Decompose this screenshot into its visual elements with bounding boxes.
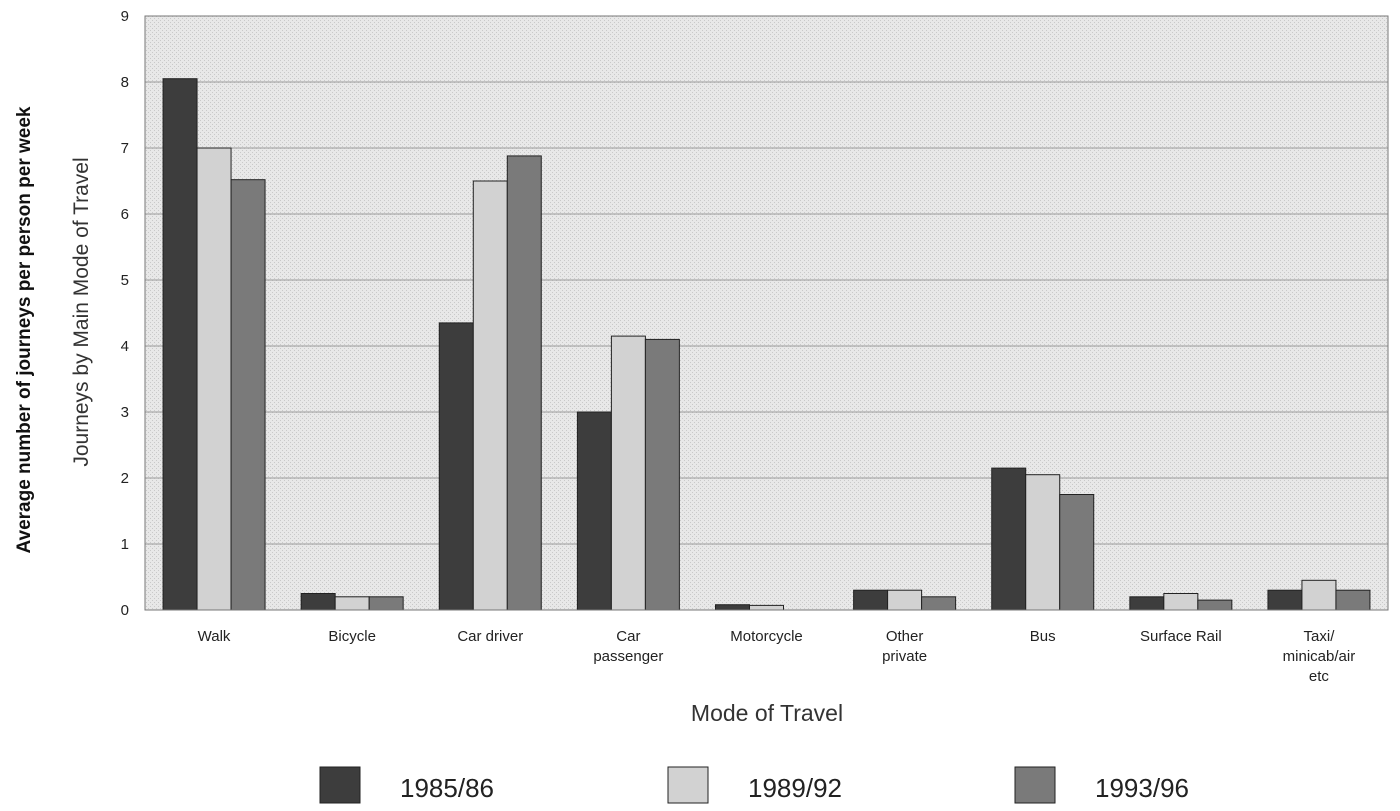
bar-6-series-1 (853, 589, 889, 611)
bar-5-series-1 (715, 604, 750, 611)
category-label: private (882, 648, 927, 665)
legend: 1985/86 1989/92 1993/96 (319, 766, 1189, 804)
bar-4-series-3 (644, 338, 680, 611)
y-axis-title: Average number of journeys per person pe… (14, 106, 35, 553)
category-label: Car (616, 628, 640, 645)
bar-2-series-1 (300, 593, 336, 611)
legend-label-2: 1989/92 (748, 773, 842, 803)
bar-9-series-3 (1335, 589, 1371, 611)
category-label: Surface Rail (1140, 628, 1222, 645)
y-tick-labels: 0 1 2 3 4 5 6 7 8 9 (121, 8, 129, 619)
category-label: Taxi/ (1304, 628, 1336, 645)
y-tick-label: 5 (121, 272, 129, 289)
category-label: Car driver (457, 628, 523, 645)
bar-1-series-3 (230, 179, 266, 611)
bar-8-series-2 (1163, 593, 1199, 611)
y-tick-label: 6 (121, 206, 129, 223)
bar-6-series-3 (921, 596, 957, 611)
category-label: Bicycle (328, 628, 376, 645)
y-axis-subtitle: Journeys by Main Mode of Travel (70, 157, 93, 466)
bar-1-series-1 (162, 78, 198, 611)
y-tick-label: 3 (121, 404, 129, 421)
bar-2-series-2 (334, 596, 370, 611)
bar-8-series-1 (1129, 596, 1165, 611)
legend-label-1: 1985/86 (400, 773, 494, 803)
bar-9-series-1 (1267, 589, 1303, 611)
x-axis-title: Mode of Travel (691, 700, 843, 726)
legend-swatch-2 (667, 766, 709, 804)
y-tick-label: 7 (121, 140, 129, 157)
bar-2-series-3 (368, 596, 404, 611)
bar-9-series-2 (1301, 579, 1337, 611)
y-tick-label: 1 (121, 536, 129, 553)
bar-3-series-3 (506, 155, 542, 611)
bar-4-series-2 (610, 335, 646, 611)
category-label: minicab/air (1283, 648, 1356, 665)
category-label: Bus (1030, 628, 1056, 645)
bar-1-series-2 (196, 147, 232, 611)
category-label: passenger (593, 648, 663, 665)
bar-7-series-2 (1025, 474, 1061, 611)
category-label: Other (886, 628, 924, 645)
category-label: etc (1309, 668, 1330, 685)
bar-7-series-1 (991, 467, 1027, 611)
bar-3-series-1 (438, 322, 474, 611)
bar-8-series-3 (1197, 599, 1233, 611)
bar-4-series-1 (576, 411, 612, 611)
bar-3-series-2 (472, 180, 508, 611)
bar-6-series-2 (887, 589, 923, 611)
y-tick-label: 9 (121, 8, 129, 25)
y-tick-label: 4 (121, 338, 129, 355)
bars (162, 78, 1371, 611)
legend-label-3: 1993/96 (1095, 773, 1189, 803)
y-tick-label: 8 (121, 74, 129, 91)
category-labels: Walk Bicycle Car driver Car passenger Motorcy… (198, 628, 1356, 685)
category-label: Walk (198, 628, 231, 645)
plot-area (145, 16, 1388, 610)
y-tick-label: 0 (121, 602, 129, 619)
plot-frame (144, 15, 1389, 611)
bar-5-series-2 (749, 604, 784, 611)
bar-7-series-3 (1059, 494, 1095, 611)
legend-swatch-3 (1014, 766, 1056, 804)
legend-swatch-1 (319, 766, 361, 804)
y-tick-label: 2 (121, 470, 129, 487)
category-label: Motorcycle (730, 628, 803, 645)
